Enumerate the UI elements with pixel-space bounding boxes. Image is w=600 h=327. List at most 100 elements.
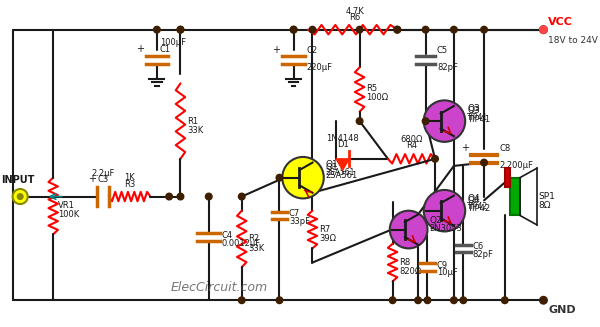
- Text: R1: R1: [187, 117, 198, 126]
- Text: TIP41: TIP41: [467, 113, 488, 122]
- Text: 2.2μF: 2.2μF: [91, 169, 115, 178]
- Text: 33K: 33K: [187, 126, 203, 135]
- Text: Q1: Q1: [326, 160, 338, 169]
- Bar: [511, 178, 520, 215]
- Text: 1K: 1K: [124, 173, 135, 182]
- Text: 2SA561: 2SA561: [326, 168, 355, 178]
- Text: SP1: SP1: [539, 192, 556, 201]
- Text: C1: C1: [160, 45, 171, 54]
- Text: Q2: Q2: [430, 214, 442, 223]
- Text: Q1: Q1: [326, 163, 338, 172]
- Text: 100Ω: 100Ω: [366, 93, 388, 102]
- Text: 220μF: 220μF: [307, 63, 333, 72]
- Text: D1: D1: [337, 140, 349, 149]
- Bar: [505, 168, 511, 187]
- Text: +: +: [136, 44, 143, 54]
- Circle shape: [481, 159, 487, 166]
- Circle shape: [432, 156, 439, 162]
- Circle shape: [394, 26, 401, 33]
- Text: 8Ω: 8Ω: [539, 201, 551, 211]
- Text: +: +: [461, 143, 469, 153]
- Text: R6: R6: [349, 13, 361, 22]
- Circle shape: [13, 189, 28, 204]
- Text: 2,200μF: 2,200μF: [499, 161, 533, 170]
- Text: 33pF: 33pF: [289, 216, 310, 226]
- Circle shape: [422, 118, 429, 124]
- Text: TIP42: TIP42: [467, 202, 488, 212]
- Text: C5: C5: [437, 46, 448, 55]
- Text: 2SA561: 2SA561: [326, 171, 358, 180]
- Text: 1N4148: 1N4148: [326, 134, 359, 143]
- Text: R5: R5: [366, 84, 377, 93]
- Circle shape: [290, 26, 297, 33]
- Circle shape: [451, 26, 457, 33]
- Text: 33K: 33K: [248, 244, 265, 253]
- Text: 0.0012μF: 0.0012μF: [222, 239, 261, 248]
- Circle shape: [205, 193, 212, 200]
- Text: 2N3053: 2N3053: [430, 222, 460, 231]
- Text: Q3: Q3: [467, 106, 480, 115]
- Circle shape: [451, 297, 457, 303]
- Circle shape: [356, 26, 363, 33]
- Circle shape: [390, 211, 427, 249]
- Circle shape: [177, 26, 184, 33]
- Text: 820Ω: 820Ω: [399, 267, 421, 276]
- Circle shape: [154, 26, 160, 33]
- Text: C2: C2: [307, 46, 318, 55]
- Circle shape: [166, 193, 172, 200]
- Circle shape: [17, 194, 23, 199]
- Circle shape: [539, 26, 547, 33]
- Polygon shape: [336, 159, 349, 170]
- Circle shape: [415, 297, 421, 303]
- Text: 82pF: 82pF: [437, 63, 458, 72]
- Circle shape: [394, 26, 401, 33]
- Text: R3: R3: [124, 180, 135, 189]
- Circle shape: [177, 26, 184, 33]
- Text: 100μF: 100μF: [160, 38, 186, 47]
- Text: R7: R7: [319, 225, 331, 234]
- Text: TIP42: TIP42: [467, 204, 490, 213]
- Circle shape: [539, 26, 547, 33]
- Text: Q4: Q4: [467, 196, 480, 205]
- Circle shape: [290, 26, 297, 33]
- Text: 2N3053: 2N3053: [430, 224, 462, 233]
- Circle shape: [424, 100, 465, 142]
- Text: Q3: Q3: [467, 104, 480, 113]
- Text: R8: R8: [399, 258, 410, 267]
- Text: INPUT: INPUT: [2, 175, 35, 185]
- Text: R2: R2: [248, 234, 259, 244]
- Circle shape: [177, 193, 184, 200]
- Text: 100K: 100K: [58, 210, 79, 219]
- Text: C4: C4: [222, 231, 233, 240]
- Circle shape: [424, 297, 431, 303]
- Circle shape: [309, 26, 316, 33]
- Circle shape: [481, 26, 487, 33]
- Text: Q2: Q2: [430, 215, 442, 225]
- Text: Q4: Q4: [467, 194, 480, 203]
- Circle shape: [238, 297, 245, 303]
- Text: C9: C9: [437, 261, 448, 270]
- Text: 39Ω: 39Ω: [319, 234, 336, 244]
- Text: TIP41: TIP41: [467, 115, 490, 124]
- Text: C6: C6: [473, 242, 484, 251]
- Text: 10μF: 10μF: [437, 268, 458, 277]
- Text: 4.7K: 4.7K: [346, 7, 364, 15]
- Text: +: +: [272, 45, 280, 55]
- Text: C7: C7: [289, 209, 300, 218]
- Text: R4: R4: [406, 141, 417, 150]
- Text: 18V to 24V: 18V to 24V: [548, 36, 598, 45]
- Circle shape: [356, 118, 363, 124]
- Circle shape: [422, 26, 429, 33]
- Circle shape: [282, 157, 324, 198]
- Text: ElecCircuit.com: ElecCircuit.com: [171, 281, 268, 294]
- Text: 680Ω: 680Ω: [400, 135, 422, 144]
- Circle shape: [276, 174, 283, 181]
- Circle shape: [424, 190, 465, 232]
- Text: VCC: VCC: [548, 17, 573, 27]
- Circle shape: [276, 297, 283, 303]
- Text: 82pF: 82pF: [473, 250, 494, 259]
- Circle shape: [238, 193, 245, 200]
- Text: +: +: [88, 174, 95, 184]
- Text: VR1: VR1: [58, 201, 75, 211]
- Circle shape: [389, 297, 396, 303]
